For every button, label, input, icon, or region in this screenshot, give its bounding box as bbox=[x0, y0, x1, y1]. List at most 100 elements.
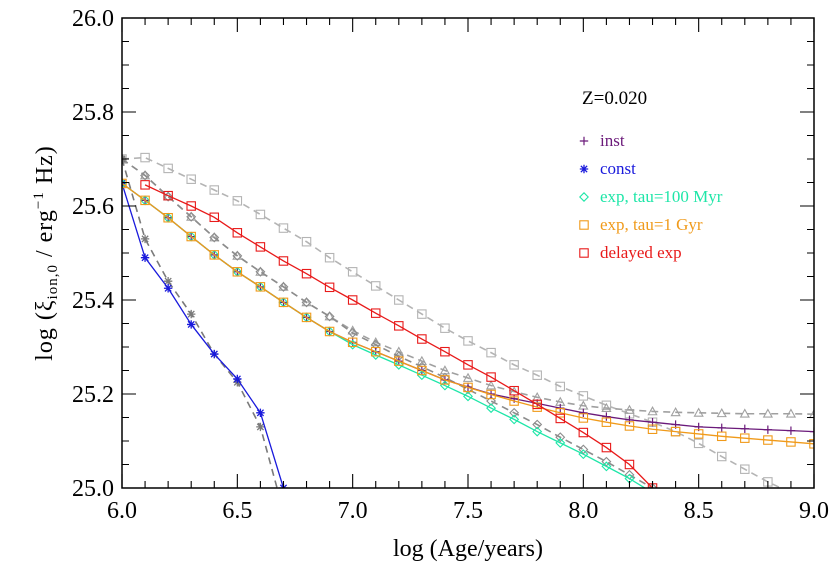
point-gray_diamond_ref bbox=[122, 154, 127, 164]
point-gray_triangle_ref bbox=[762, 408, 774, 418]
point-exp_tau1gyr bbox=[301, 312, 312, 323]
point-exp_tau1gyr bbox=[278, 297, 289, 308]
point-gray_triangle_ref bbox=[232, 250, 243, 260]
x-tick-label: 7.0 bbox=[338, 498, 368, 524]
point-gray_triangle_ref bbox=[624, 404, 635, 414]
x-tick-label: 8.5 bbox=[684, 498, 714, 524]
point-gray_square_ref bbox=[278, 223, 289, 233]
point-delayed_exp bbox=[232, 228, 243, 238]
legend-marker-delayed_exp bbox=[579, 248, 589, 258]
point-const bbox=[210, 349, 219, 359]
point-gray_square_ref bbox=[578, 391, 589, 401]
point-gray_square_ref bbox=[140, 152, 150, 163]
point-exp_tau1gyr bbox=[163, 213, 173, 223]
series-inst bbox=[122, 179, 814, 436]
point-exp_tau1gyr bbox=[186, 231, 196, 242]
point-exp_tau100 bbox=[463, 391, 473, 402]
point-gray_triangle_ref bbox=[255, 266, 266, 276]
legend-item-inst: inst bbox=[579, 131, 625, 150]
point-exp_tau100 bbox=[578, 449, 589, 460]
point-exp_tau100 bbox=[601, 461, 612, 472]
point-gray_square_ref bbox=[324, 252, 335, 263]
metallicity-annotation: Z=0.020 bbox=[582, 88, 647, 109]
point-inst bbox=[625, 415, 634, 425]
point-gray_asterisk_ref bbox=[187, 309, 196, 319]
legend-item-delayed_exp: delayed exp bbox=[579, 243, 682, 262]
point-exp_tau100 bbox=[652, 487, 653, 488]
series-delayed_exp bbox=[140, 180, 658, 488]
point-exp_tau1gyr bbox=[763, 435, 773, 445]
point-delayed_exp bbox=[324, 282, 335, 293]
point-exp_tau100 bbox=[509, 414, 520, 425]
point-delayed_exp bbox=[186, 201, 196, 211]
point-gray_triangle_ref bbox=[647, 406, 658, 416]
point-gray_triangle_ref bbox=[739, 408, 750, 418]
point-gray_triangle_ref bbox=[670, 406, 681, 417]
point-gray_triangle_ref bbox=[416, 355, 428, 366]
point-gray_triangle_ref bbox=[324, 311, 335, 321]
point-exp_tau100 bbox=[370, 350, 381, 360]
point-exp_tau1gyr bbox=[716, 431, 727, 442]
point-delayed_exp bbox=[209, 212, 220, 223]
legend-label-exp_tau100: exp, tau=100 Myr bbox=[600, 187, 723, 206]
point-inst bbox=[717, 423, 726, 433]
legend-item-exp_tau100: exp, tau=100 Myr bbox=[579, 187, 723, 206]
point-gray_diamond_ref bbox=[555, 432, 566, 443]
point-delayed_exp bbox=[624, 459, 635, 470]
point-exp_tau1gyr bbox=[417, 365, 427, 376]
legend-item-const: const bbox=[579, 159, 636, 178]
point-gray_square_ref bbox=[601, 400, 612, 411]
point-inst bbox=[740, 424, 749, 433]
point-gray_square_ref bbox=[163, 163, 173, 174]
series-gray_asterisk_ref bbox=[122, 154, 278, 488]
legend-marker-exp_tau1gyr bbox=[579, 220, 589, 230]
series-line-exp_tau100 bbox=[122, 182, 647, 488]
point-gray_square_ref bbox=[440, 323, 450, 333]
point-delayed_exp bbox=[163, 190, 173, 201]
point-gray_diamond_ref bbox=[324, 311, 335, 322]
legend-label-inst: inst bbox=[600, 131, 625, 150]
series-line-gray_diamond_ref bbox=[122, 158, 655, 488]
point-gray_diamond_ref bbox=[647, 483, 658, 488]
point-exp_tau1gyr bbox=[370, 346, 381, 357]
point-inst bbox=[602, 412, 611, 421]
point-gray_square_ref bbox=[740, 464, 750, 474]
point-gray_diamond_ref bbox=[163, 191, 174, 202]
point-gray_triangle_ref bbox=[186, 211, 197, 221]
point-exp_tau1gyr bbox=[578, 413, 589, 423]
point-exp_tau1gyr bbox=[555, 408, 566, 418]
y-axis-title-xi: ξ bbox=[32, 299, 58, 311]
series-line-const bbox=[122, 183, 285, 488]
point-exp_tau1gyr bbox=[624, 421, 635, 431]
point-gray_square_ref bbox=[347, 267, 358, 277]
point-gray_triangle_ref bbox=[785, 408, 797, 418]
point-exp_tau1gyr bbox=[486, 389, 496, 400]
series-line-gray_asterisk_ref bbox=[122, 158, 278, 488]
reference-series-layer bbox=[122, 152, 814, 488]
point-exp_tau1gyr bbox=[601, 417, 612, 427]
y-axis-title-sup: −1 bbox=[31, 191, 47, 209]
point-delayed_exp bbox=[394, 321, 404, 331]
point-delayed_exp bbox=[278, 256, 289, 266]
point-gray_diamond_ref bbox=[278, 281, 289, 292]
point-const bbox=[233, 374, 242, 384]
point-gray_asterisk_ref bbox=[140, 234, 150, 244]
series-layer bbox=[122, 178, 814, 488]
y-tick-label: 26.0 bbox=[72, 6, 114, 32]
point-delayed_exp bbox=[140, 180, 150, 190]
point-gray_diamond_ref bbox=[509, 407, 520, 418]
y-tick-label: 25.4 bbox=[72, 288, 114, 314]
point-delayed_exp bbox=[255, 242, 266, 252]
legend-label-exp_tau1gyr: exp, tau=1 Gyr bbox=[600, 215, 703, 234]
point-delayed_exp bbox=[417, 334, 427, 344]
point-gray_square_ref bbox=[301, 236, 312, 247]
axis-ticks bbox=[121, 17, 815, 489]
point-exp_tau1gyr bbox=[394, 356, 404, 366]
point-delayed_exp bbox=[463, 360, 473, 370]
legend: inst const exp, tau=100 Myr exp, tau=1 Gyr d… bbox=[579, 131, 723, 262]
point-exp_tau100 bbox=[393, 359, 404, 370]
point-gray_triangle_ref bbox=[601, 402, 612, 413]
x-tick-label: 9.0 bbox=[799, 498, 829, 524]
point-gray_square_ref bbox=[555, 381, 566, 392]
point-gray_square_ref bbox=[186, 174, 196, 184]
